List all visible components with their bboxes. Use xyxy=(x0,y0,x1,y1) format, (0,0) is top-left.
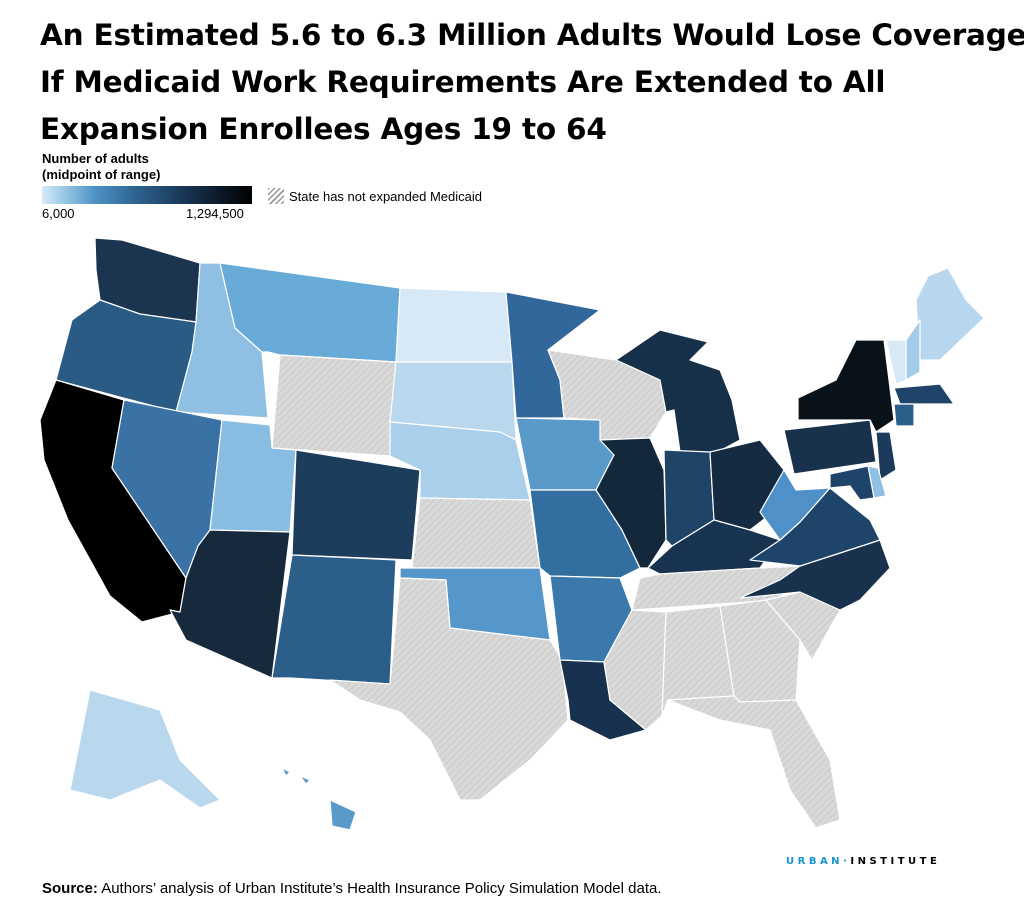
not-expanded-label: State has not expanded Medicaid xyxy=(289,189,482,204)
state-vt xyxy=(885,339,907,385)
legend-color-scale xyxy=(42,186,252,204)
legend-max-label: 1,294,500 xyxy=(186,206,244,221)
state-az xyxy=(169,529,291,679)
state-md xyxy=(829,465,875,501)
state-nc xyxy=(739,539,891,611)
state-nj xyxy=(875,431,897,481)
us-map xyxy=(39,237,985,831)
brand-part-1: URBAN xyxy=(786,856,844,867)
brand-part-2: INSTITUTE xyxy=(850,856,941,867)
source-text: Authors’ analysis of Urban Institute’s H… xyxy=(101,880,662,897)
state-nm xyxy=(271,554,397,685)
legend-title-line-1: Number of adults xyxy=(42,151,149,166)
state-wy xyxy=(271,354,397,457)
legend-title-line-2: (midpoint of range) xyxy=(42,167,161,182)
state-nd xyxy=(395,287,513,363)
state-hi xyxy=(281,767,357,831)
state-il xyxy=(595,437,667,569)
legend-min-label: 6,000 xyxy=(42,206,75,221)
state-ks xyxy=(411,497,541,569)
state-co xyxy=(291,449,421,561)
brand-separator: · xyxy=(843,856,851,867)
state-fl xyxy=(667,695,841,829)
not-expanded-swatch xyxy=(268,188,284,204)
state-ma xyxy=(893,383,955,405)
brand-logo: URBAN·INSTITUTE xyxy=(786,856,940,867)
state-ct xyxy=(893,403,915,427)
title-line-2: If Medicaid Work Requirements Are Extend… xyxy=(40,65,886,99)
state-ia xyxy=(515,417,615,491)
state-ak xyxy=(69,689,221,809)
legend-title: Number of adults (midpoint of range) xyxy=(42,151,160,183)
source-label: Source: xyxy=(42,880,98,897)
state-tx xyxy=(329,577,569,801)
state-nh xyxy=(905,319,921,381)
state-me xyxy=(915,267,985,361)
title-line-3: Expansion Enrollees Ages 19 to 64 xyxy=(40,112,607,146)
state-ny xyxy=(797,339,895,433)
state-pa xyxy=(783,419,877,475)
chart-title: An Estimated 5.6 to 6.3 Million Adults W… xyxy=(40,12,1024,153)
source-note: Source: Authors’ analysis of Urban Insti… xyxy=(42,880,662,897)
state-mi xyxy=(615,329,741,456)
title-line-1: An Estimated 5.6 to 6.3 Million Adults W… xyxy=(40,18,1024,52)
state-sc xyxy=(765,591,841,661)
